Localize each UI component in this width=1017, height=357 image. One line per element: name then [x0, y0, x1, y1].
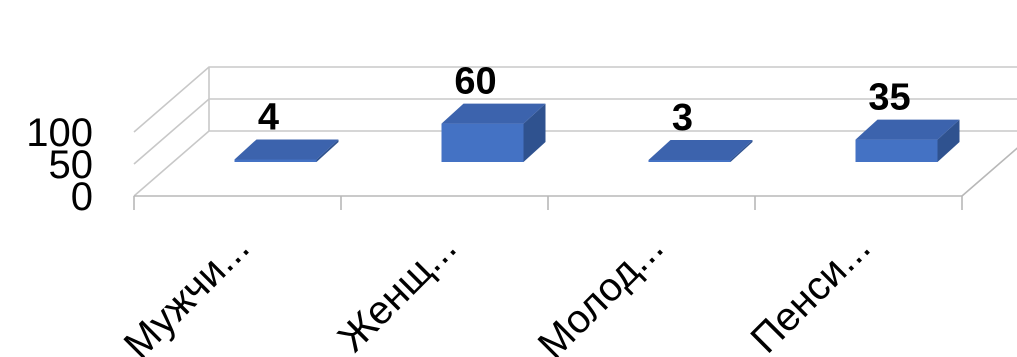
bar-top — [855, 119, 960, 140]
floor-right-edge — [961, 147, 1017, 197]
grid-layer — [133, 66, 1017, 197]
y-tick-label-0: 0 — [71, 175, 93, 219]
bar-front — [855, 139, 938, 162]
data-label-4: 35 — [868, 77, 910, 119]
bar-side — [730, 140, 753, 162]
y-tick-label-50: 50 — [49, 143, 94, 187]
bar-side — [523, 103, 546, 162]
y-tick-label-100: 100 — [26, 111, 93, 155]
data-label-3: 3 — [672, 97, 693, 139]
bar-side — [316, 139, 339, 162]
x-tick-label-3: Молод... — [530, 225, 672, 357]
x-tick-label-2: Женщ... — [330, 225, 465, 357]
bar-1 — [234, 139, 339, 162]
bar-4 — [855, 119, 960, 162]
bar-side — [937, 119, 960, 162]
axis-layer — [133, 147, 1017, 210]
bar-front — [234, 159, 317, 162]
data-label-2: 60 — [454, 61, 496, 103]
data-label-1: 4 — [258, 96, 279, 138]
x-tick-label-1: Мужчи... — [116, 225, 258, 357]
bar-3 — [648, 140, 753, 162]
bar-top — [441, 103, 546, 124]
bar-top — [234, 139, 339, 160]
bar-front — [441, 123, 524, 162]
bar-2 — [441, 103, 546, 162]
bar-front — [648, 160, 731, 162]
x-tick-label-4: Пенси... — [743, 225, 879, 357]
bar-top — [648, 140, 753, 160]
bars-layer — [234, 103, 960, 162]
